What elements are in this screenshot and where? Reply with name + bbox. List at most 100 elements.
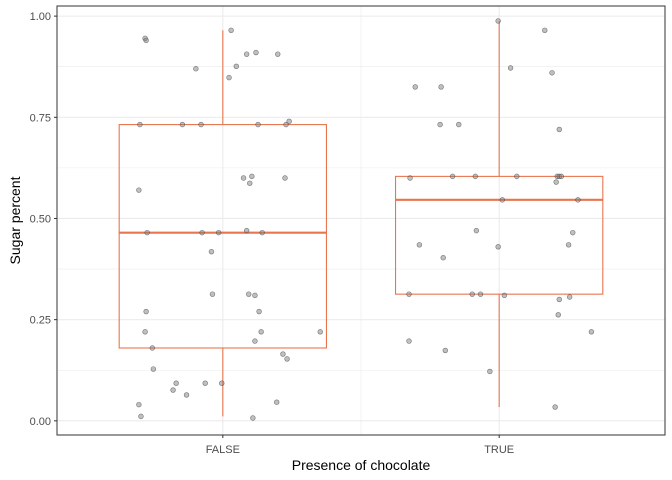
x-axis-title: Presence of chocolate (292, 457, 431, 473)
data-point (219, 380, 225, 386)
data-point (179, 121, 186, 128)
data-point (259, 229, 265, 236)
data-point (247, 180, 253, 186)
data-point (246, 291, 252, 297)
data-point (143, 37, 149, 44)
data-point (437, 121, 443, 128)
data-point (514, 173, 520, 180)
data-point (416, 242, 423, 248)
data-point (228, 27, 234, 33)
point-layer (136, 18, 595, 421)
data-point (226, 74, 232, 81)
data-point (440, 255, 446, 261)
y-axis-title: Sugar percent (7, 176, 23, 264)
x-tick-label: TRUE (484, 444, 514, 456)
data-point (507, 65, 514, 71)
data-point (249, 173, 255, 180)
y-axis: 0.00 0.25 0.50 0.75 1.00 (30, 11, 57, 428)
data-point (193, 66, 199, 72)
data-point (255, 121, 261, 128)
data-point (317, 329, 323, 335)
data-point (456, 121, 462, 128)
data-point (202, 380, 208, 386)
x-axis: FALSE TRUE (206, 435, 514, 456)
data-point (553, 179, 559, 185)
data-point (252, 292, 258, 299)
data-point (136, 187, 142, 193)
data-point (142, 329, 148, 335)
data-point (555, 312, 561, 318)
y-tick-label: 0.25 (30, 315, 51, 327)
data-point (570, 229, 576, 236)
data-point (552, 404, 558, 410)
data-point (556, 126, 562, 133)
data-point (183, 392, 190, 398)
data-point (282, 175, 288, 181)
data-point (501, 292, 508, 299)
data-point (284, 356, 290, 362)
data-point (542, 27, 548, 33)
y-tick-label: 0.00 (30, 416, 51, 428)
data-point (472, 173, 479, 180)
data-point (199, 229, 205, 236)
data-point (144, 229, 150, 236)
data-point (575, 197, 581, 203)
data-point (406, 291, 412, 297)
data-point (149, 345, 156, 351)
data-point (250, 415, 256, 421)
data-point (150, 366, 157, 372)
data-point (283, 121, 289, 128)
data-point (549, 70, 555, 76)
data-point (442, 347, 448, 354)
data-point (252, 338, 258, 344)
data-point (233, 63, 239, 70)
y-tick-label: 1.00 (30, 11, 51, 23)
data-point (495, 18, 501, 24)
box-true (394, 20, 604, 408)
y-tick-label: 0.50 (30, 213, 51, 225)
data-point (495, 244, 501, 250)
data-point (588, 329, 595, 335)
data-point (173, 380, 179, 386)
data-point (438, 84, 444, 90)
data-point (215, 229, 222, 236)
data-point (253, 49, 259, 56)
data-point (198, 121, 204, 128)
data-point (566, 294, 573, 300)
data-point (449, 173, 456, 180)
data-point (477, 291, 484, 297)
data-point (412, 84, 418, 90)
data-point (407, 175, 413, 181)
data-point (406, 338, 412, 344)
data-point (256, 308, 262, 315)
iqr-box (118, 124, 328, 349)
data-point (243, 51, 250, 57)
data-point (143, 308, 149, 315)
x-tick-label: FALSE (206, 444, 240, 456)
data-point (208, 248, 215, 255)
data-point (138, 413, 144, 420)
data-point (209, 291, 216, 297)
iqr-box (394, 175, 604, 295)
data-point (275, 51, 281, 57)
data-point (137, 121, 143, 128)
data-point (243, 227, 250, 234)
data-point (258, 329, 264, 335)
data-point (499, 197, 505, 203)
panel-border (56, 5, 666, 436)
data-point (556, 296, 562, 303)
y-tick-label: 0.75 (30, 112, 51, 124)
data-point (274, 399, 280, 405)
data-point (280, 351, 286, 357)
data-point (473, 227, 480, 234)
data-point (469, 291, 475, 297)
data-point (565, 242, 572, 248)
data-point (487, 368, 493, 375)
data-point (136, 401, 142, 408)
data-point (558, 173, 565, 180)
data-point (170, 387, 176, 393)
data-point (240, 175, 247, 181)
data-point (286, 118, 292, 125)
